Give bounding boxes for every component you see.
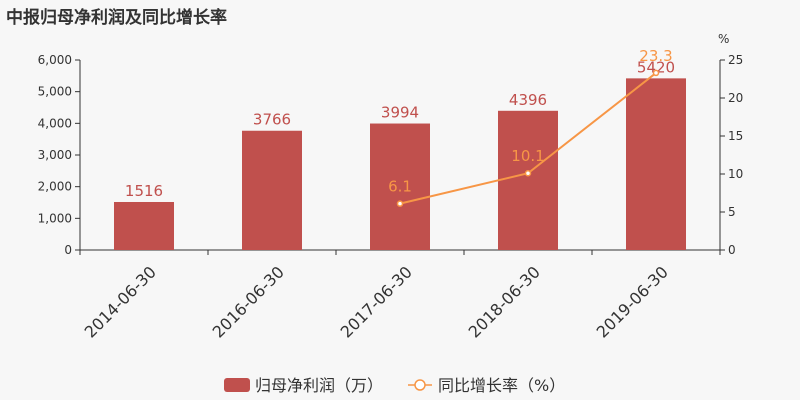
y-right-tick-label: 15 — [728, 129, 743, 143]
bar-data-label: 3994 — [381, 104, 419, 122]
line-point — [396, 200, 404, 207]
x-tick-label: 2016-06-30 — [209, 262, 288, 341]
y-right-tick-label: 20 — [728, 91, 743, 105]
x-tick-label: 2018-06-30 — [465, 262, 544, 341]
line-point — [524, 169, 532, 177]
line-data-label: 6.1 — [388, 178, 412, 196]
legend-bar-swatch — [224, 378, 250, 392]
line-point — [652, 69, 660, 77]
y-right-tick-label: 10 — [728, 167, 743, 181]
bar — [370, 123, 430, 250]
y-left-tick-label: 4,000 — [38, 116, 72, 130]
bar — [242, 130, 302, 250]
x-tick-label: 2014-06-30 — [81, 262, 160, 341]
legend-line-label: 同比增长率（%） — [438, 376, 565, 395]
legend-line-marker — [414, 379, 426, 391]
bar — [626, 78, 686, 250]
y-left-tick-label: 5,000 — [38, 85, 72, 99]
chart-title: 中报归母净利润及同比增长率 — [6, 8, 227, 28]
y-right-tick-label: 25 — [728, 53, 743, 67]
bar-data-label: 5420 — [637, 58, 675, 76]
bar — [498, 110, 558, 250]
bar — [114, 201, 174, 250]
x-tick-label: 2019-06-30 — [593, 262, 672, 341]
line-data-label: 10.1 — [511, 147, 544, 165]
y-right-unit-label: % — [718, 32, 729, 46]
bar-data-label: 1516 — [125, 182, 163, 200]
legend-bar-label: 归母净利润（万） — [255, 376, 383, 395]
y-left-tick-label: 1,000 — [38, 211, 72, 225]
bar-data-label: 4396 — [509, 91, 547, 109]
y-right-tick-label: 0 — [728, 243, 736, 257]
y-left-tick-label: 0 — [64, 243, 72, 257]
y-left-tick-label: 2,000 — [38, 180, 72, 194]
bar-data-label: 3766 — [253, 111, 291, 129]
x-tick-label: 2017-06-30 — [337, 262, 416, 341]
y-left-tick-label: 3,000 — [38, 148, 72, 162]
y-right-tick-label: 5 — [728, 205, 736, 219]
y-left-tick-label: 6,000 — [38, 53, 72, 67]
line-data-label: 23.3 — [639, 47, 672, 65]
